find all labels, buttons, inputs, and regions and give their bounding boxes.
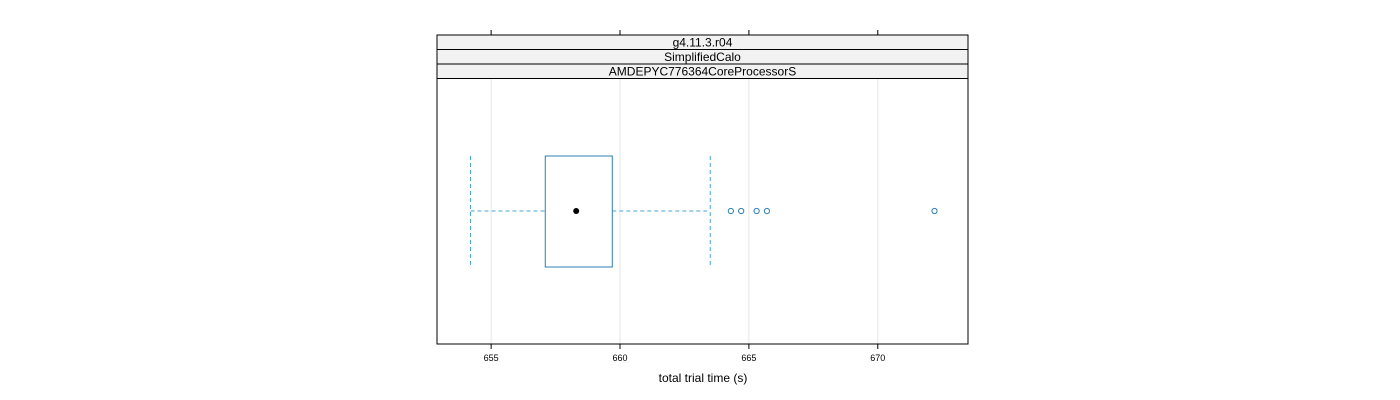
median-dot bbox=[573, 208, 580, 214]
outlier-point bbox=[753, 207, 760, 215]
x-tick-label: 670 bbox=[870, 353, 885, 363]
x-axis-title: total trial time (s) bbox=[659, 371, 748, 385]
x-tick-label: 655 bbox=[484, 353, 499, 363]
iqr-box bbox=[544, 155, 613, 268]
outlier-point bbox=[931, 207, 938, 215]
grid-lines bbox=[490, 78, 879, 344]
outlier-point bbox=[727, 207, 734, 215]
panel-strip-label: g4.11.3.r04 bbox=[673, 36, 733, 50]
panel-strip-label: AMDEPYC776364CoreProcessorS bbox=[609, 65, 796, 79]
x-tick-label: 665 bbox=[741, 353, 756, 363]
x-tick-label: 660 bbox=[612, 353, 627, 363]
outlier-point bbox=[738, 207, 745, 215]
panel-frame bbox=[436, 34, 969, 345]
panel-strips: g4.11.3.r04SimplifiedCaloAMDEPYC776364Co… bbox=[436, 34, 969, 79]
outlier-point bbox=[763, 207, 771, 215]
plot-area bbox=[470, 155, 938, 268]
panel-strip-label: SimplifiedCalo bbox=[664, 50, 741, 64]
x-axis: 655 660 665 670 bbox=[484, 30, 885, 363]
